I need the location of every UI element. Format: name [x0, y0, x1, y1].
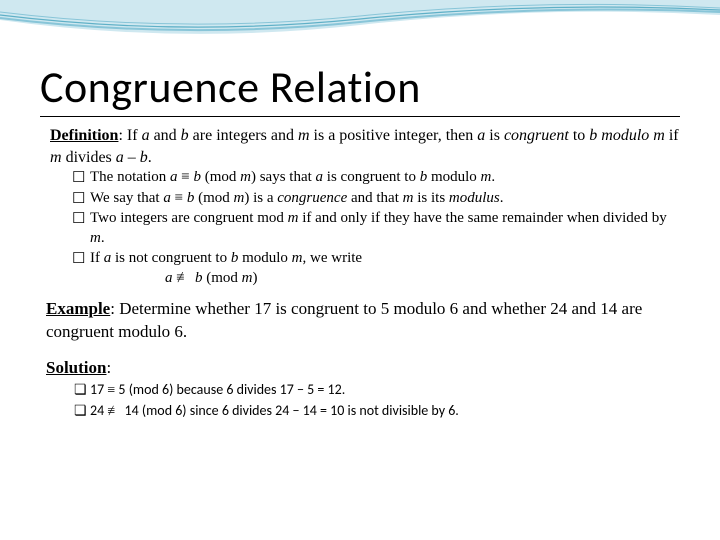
solution-label: Solution — [46, 358, 106, 377]
bullet-text: Two integers are congruent mod m if and … — [90, 209, 680, 248]
example-block: Example: Determine whether 17 is congrue… — [40, 298, 680, 344]
solution-list: ❏17 ≡ 5 (mod 6) because 6 divides 17 − 5… — [46, 380, 680, 421]
bullet-item: ☐The notation a ≡ b (mod m) says that a … — [72, 168, 680, 188]
example-text: : Determine whether 17 is congruent to 5… — [46, 299, 642, 341]
slide-content: Congruence Relation Definition: If a and… — [0, 0, 720, 451]
solution-item: ❏17 ≡ 5 (mod 6) because 6 divides 17 − 5… — [74, 380, 680, 401]
bullet-text: If a is not congruent to b modulo m, we … — [90, 249, 362, 288]
solution-text: 24 ≢ 14 (mod 6) since 6 divides 24 − 14 … — [90, 401, 459, 422]
definition-bullets: ☐The notation a ≡ b (mod m) says that a … — [50, 168, 680, 288]
bullet-icon: ☐ — [72, 189, 90, 209]
definition-label: Definition — [50, 127, 118, 144]
bullet-text: We say that a ≡ b (mod m) is a congruenc… — [90, 189, 504, 209]
solution-bullet-icon: ❏ — [74, 401, 90, 422]
example-label: Example — [46, 299, 110, 318]
bullet-icon: ☐ — [72, 249, 90, 288]
bullet-item: ☐Two integers are congruent mod m if and… — [72, 209, 680, 248]
bullet-text: The notation a ≡ b (mod m) says that a i… — [90, 168, 495, 188]
solution-text: 17 ≡ 5 (mod 6) because 6 divides 17 − 5 … — [90, 380, 345, 401]
bullet-item: ☐We say that a ≡ b (mod m) is a congruen… — [72, 189, 680, 209]
definition-block: Definition: If a and b are integers and … — [40, 125, 680, 288]
bullet-item: ☐If a is not congruent to b modulo m, we… — [72, 249, 680, 288]
slide-title: Congruence Relation — [40, 60, 680, 117]
wave-decoration — [0, 0, 720, 60]
solution-item: ❏24 ≢ 14 (mod 6) since 6 divides 24 − 14… — [74, 401, 680, 422]
solution-bullet-icon: ❏ — [74, 380, 90, 401]
bullet-icon: ☐ — [72, 168, 90, 188]
bullet-icon: ☐ — [72, 209, 90, 248]
solution-block: Solution: ❏17 ≡ 5 (mod 6) because 6 divi… — [40, 358, 680, 421]
